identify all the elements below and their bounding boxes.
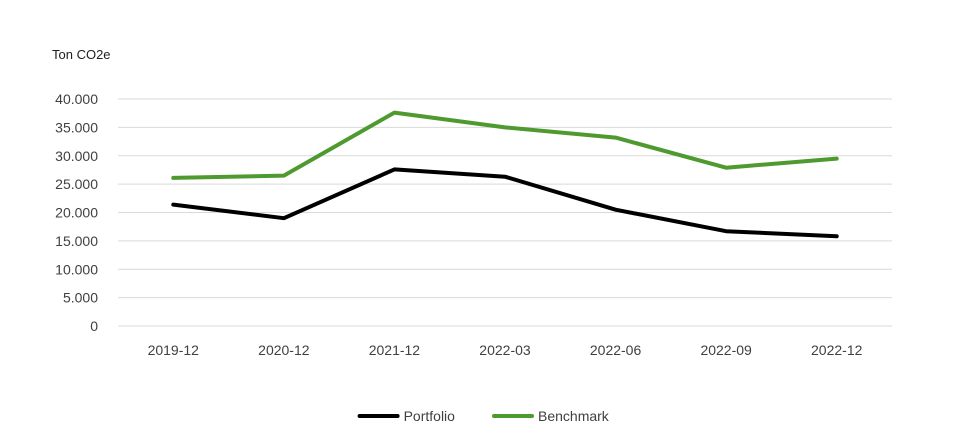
- x-tick-label: 2022-03: [479, 342, 531, 358]
- x-tick-label: 2020-12: [258, 342, 310, 358]
- y-tick-label: 30.000: [55, 148, 98, 164]
- y-tick-label: 25.000: [55, 176, 98, 192]
- x-axis-tick-labels: 2019-12 2020-12 2021-12 2022-03 2022-06 2022-…: [148, 342, 863, 358]
- x-tick-label: 2019-12: [148, 342, 200, 358]
- x-tick-label: 2022-09: [700, 342, 752, 358]
- legend-item-benchmark: Benchmark: [492, 408, 610, 424]
- legend: Portfolio Benchmark: [357, 408, 610, 424]
- x-tick-label: 2022-12: [811, 342, 863, 358]
- series-line-portfolio: [171, 167, 839, 239]
- y-axis-tick-labels: 0 5.000 10.000 15.000 20.000 25.000 30.000 35.0…: [55, 91, 98, 334]
- y-tick-label: 35.000: [55, 119, 98, 135]
- y-tick-label: 15.000: [55, 233, 98, 249]
- y-tick-label: 20.000: [55, 205, 98, 221]
- y-tick-label: 0: [90, 318, 98, 334]
- x-tick-label: 2021-12: [369, 342, 421, 358]
- legend-item-portfolio: Portfolio: [357, 408, 456, 424]
- series-line-benchmark: [171, 110, 839, 180]
- legend-label: Benchmark: [538, 408, 610, 424]
- x-tick-label: 2022-06: [590, 342, 642, 358]
- y-tick-label: 10.000: [55, 261, 98, 277]
- series-lines: [171, 110, 839, 239]
- y-tick-label: 5.000: [63, 290, 98, 306]
- y-axis-unit-label: Ton CO2e: [52, 47, 111, 62]
- legend-label: Portfolio: [404, 408, 456, 424]
- y-tick-label: 40.000: [55, 91, 98, 107]
